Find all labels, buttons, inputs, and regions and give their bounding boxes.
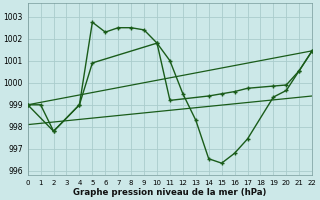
- X-axis label: Graphe pression niveau de la mer (hPa): Graphe pression niveau de la mer (hPa): [73, 188, 267, 197]
